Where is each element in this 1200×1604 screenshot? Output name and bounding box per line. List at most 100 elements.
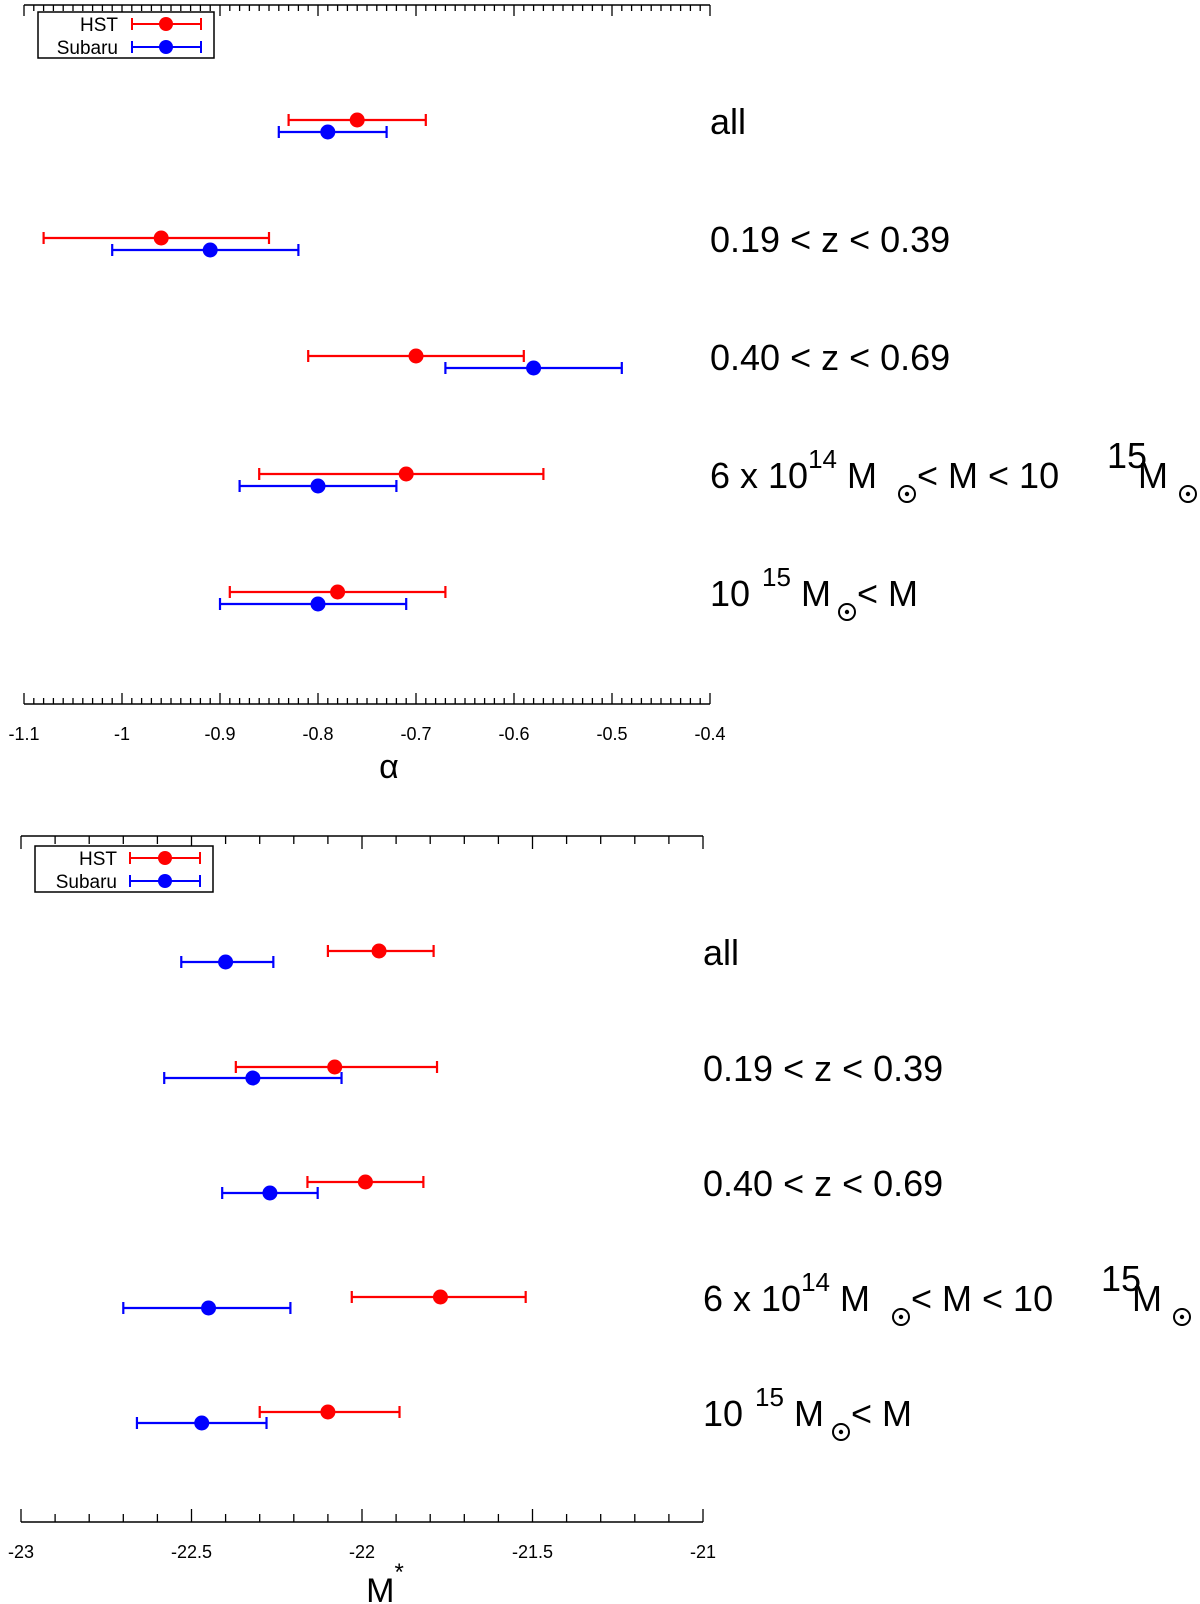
legend-marker-hst bbox=[159, 17, 173, 31]
data-point-subaru bbox=[180, 954, 275, 970]
data-point-hst bbox=[287, 112, 427, 128]
mass-high-text-2: M bbox=[791, 573, 831, 614]
x-tick-label: -0.8 bbox=[302, 724, 333, 744]
mass-mid-text-3: < M < 10 bbox=[917, 455, 1059, 496]
mass-mid-text-3: < M < 10 bbox=[911, 1278, 1053, 1319]
marker bbox=[202, 242, 218, 258]
data-point-hst bbox=[350, 1289, 527, 1305]
row-label-mass-high: 10 15 M < M bbox=[703, 1382, 912, 1441]
data-point-hst bbox=[228, 584, 447, 600]
data-point-subaru bbox=[135, 1415, 268, 1431]
marker bbox=[194, 1415, 210, 1431]
x-tick-label: -1 bbox=[114, 724, 130, 744]
marker bbox=[357, 1174, 373, 1190]
marker bbox=[218, 954, 234, 970]
marker bbox=[153, 230, 169, 246]
data-point-subaru bbox=[111, 242, 300, 258]
mass-mid-text-1: 6 x 10 bbox=[703, 1278, 801, 1319]
x-tick-label: -0.5 bbox=[596, 724, 627, 744]
mass-mid-text-1: 6 x 10 bbox=[710, 455, 808, 496]
alpha-panel: -1.1 -1 -0.9 -0.8 -0.7 -0.6 -0.5 -0.4 α HST Sub… bbox=[8, 4, 1197, 786]
marker bbox=[310, 596, 326, 612]
x-tick-label: -0.4 bbox=[694, 724, 725, 744]
solar-mass-icon bbox=[838, 603, 856, 621]
marker bbox=[327, 1059, 343, 1075]
mass-high-text-1: 10 bbox=[703, 1393, 743, 1434]
x-tick-label: -22 bbox=[349, 1542, 375, 1562]
mass-mid-text-2: M bbox=[830, 1278, 870, 1319]
marker bbox=[398, 466, 414, 482]
mass-high-text-3: < M bbox=[851, 1393, 912, 1434]
data-point-subaru bbox=[238, 478, 398, 494]
x-tick-label: -22.5 bbox=[171, 1542, 212, 1562]
legend-marker-hst bbox=[158, 851, 172, 865]
data-point-subaru bbox=[444, 360, 623, 376]
mass-mid-exp-1: 14 bbox=[801, 1267, 830, 1297]
marker bbox=[330, 584, 346, 600]
solar-mass-icon bbox=[832, 1423, 850, 1441]
marker bbox=[432, 1289, 448, 1305]
data-point-hst bbox=[307, 348, 525, 364]
marker bbox=[320, 1404, 336, 1420]
mstar-x-axis-title: M* bbox=[366, 1559, 404, 1604]
data-point-subaru bbox=[218, 596, 408, 612]
mstar-legend: HST Subaru bbox=[34, 845, 214, 893]
mstar-data-points bbox=[122, 943, 527, 1431]
solar-mass-icon bbox=[1179, 485, 1197, 503]
marker bbox=[408, 348, 424, 364]
mass-mid-text-4: M bbox=[1132, 1278, 1162, 1319]
legend-box bbox=[34, 845, 214, 893]
row-label-z-high: 0.40 < z < 0.69 bbox=[703, 1163, 943, 1204]
alpha-data-points bbox=[42, 112, 623, 612]
marker bbox=[310, 478, 326, 494]
marker bbox=[262, 1185, 278, 1201]
x-tick-label: -0.7 bbox=[400, 724, 431, 744]
mass-high-text-3: < M bbox=[857, 573, 918, 614]
alpha-x-axis-title: α bbox=[379, 748, 399, 786]
svg-text:6 x 1014 M: 6 x 1014 M bbox=[710, 444, 877, 496]
row-label-mass-mid: 6 x 1014 M < M < 10 15 M bbox=[703, 1258, 1191, 1326]
row-label-z-low: 0.19 < z < 0.39 bbox=[710, 219, 950, 260]
row-label-mass-mid: 6 x 1014 M < M < 10 15 M bbox=[710, 435, 1197, 503]
x-tick-label: -1.1 bbox=[8, 724, 39, 744]
svg-text:6 x 1014 M: 6 x 1014 M bbox=[703, 1267, 870, 1319]
legend-label-subaru: Subaru bbox=[57, 38, 118, 59]
marker bbox=[371, 943, 387, 959]
row-label-mass-high: 10 15 M < M bbox=[710, 562, 918, 621]
data-point-hst bbox=[258, 466, 545, 482]
data-point-subaru bbox=[277, 124, 388, 140]
marker bbox=[201, 1300, 217, 1316]
mstar-top-ticks bbox=[20, 835, 704, 849]
solar-mass-icon bbox=[898, 485, 916, 503]
marker bbox=[526, 360, 542, 376]
x-tick-label: -23 bbox=[8, 1542, 34, 1562]
mstar-panel: -23 -22.5 -22 -21.5 -21 M* HST Subaru all 0.… bbox=[8, 835, 1191, 1604]
mass-mid-exp-1: 14 bbox=[808, 444, 837, 474]
data-point-hst bbox=[306, 1174, 425, 1190]
x-tick-label: -0.6 bbox=[498, 724, 529, 744]
mass-high-exp-1: 15 bbox=[762, 562, 791, 592]
solar-mass-icon bbox=[1173, 1308, 1191, 1326]
mass-mid-exp-2: 15 bbox=[1101, 1258, 1141, 1299]
row-label-all: all bbox=[703, 932, 739, 973]
alpha-top-ticks bbox=[23, 4, 711, 16]
mass-mid-text-2: M bbox=[837, 455, 877, 496]
row-label-z-high: 0.40 < z < 0.69 bbox=[710, 337, 950, 378]
marker bbox=[320, 124, 336, 140]
mass-high-text-1: 10 bbox=[710, 573, 750, 614]
marker bbox=[349, 112, 365, 128]
mass-mid-text-4: M bbox=[1138, 455, 1168, 496]
alpha-x-axis: -1.1 -1 -0.9 -0.8 -0.7 -0.6 -0.5 -0.4 bbox=[8, 693, 726, 744]
mass-high-text-2: M bbox=[784, 1393, 824, 1434]
alpha-legend: HST Subaru bbox=[37, 11, 215, 59]
data-point-hst bbox=[326, 943, 435, 959]
mass-mid-exp-2: 15 bbox=[1107, 435, 1147, 476]
marker bbox=[245, 1070, 261, 1086]
x-tick-label: -21 bbox=[690, 1542, 716, 1562]
row-label-z-low: 0.19 < z < 0.39 bbox=[703, 1048, 943, 1089]
x-tick-label: -0.9 bbox=[204, 724, 235, 744]
legend-marker-subaru bbox=[158, 874, 172, 888]
